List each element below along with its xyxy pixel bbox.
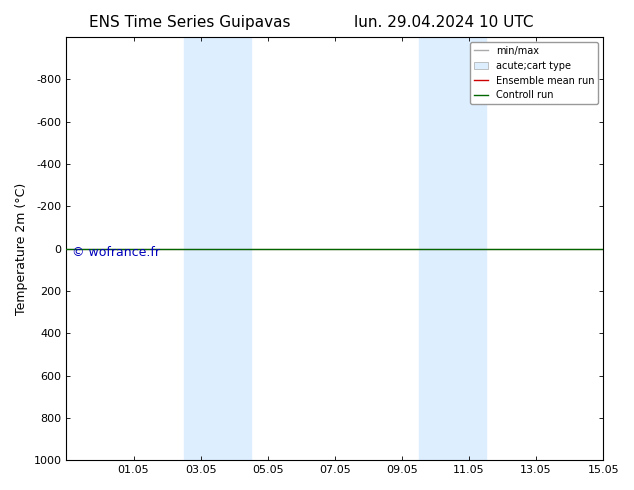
Bar (452, 37, 486, 460)
Legend: min/max, acute;cart type, Ensemble mean run, Controll run: min/max, acute;cart type, Ensemble mean … (470, 42, 598, 104)
Text: ENS Time Series Guipavas: ENS Time Series Guipavas (89, 15, 291, 30)
Y-axis label: Temperature 2m (°C): Temperature 2m (°C) (15, 182, 28, 315)
Bar (217, 37, 251, 460)
Bar (418, 37, 452, 460)
Text: © wofrance.fr: © wofrance.fr (72, 246, 160, 260)
Text: lun. 29.04.2024 10 UTC: lun. 29.04.2024 10 UTC (354, 15, 534, 30)
Bar (184, 37, 217, 460)
